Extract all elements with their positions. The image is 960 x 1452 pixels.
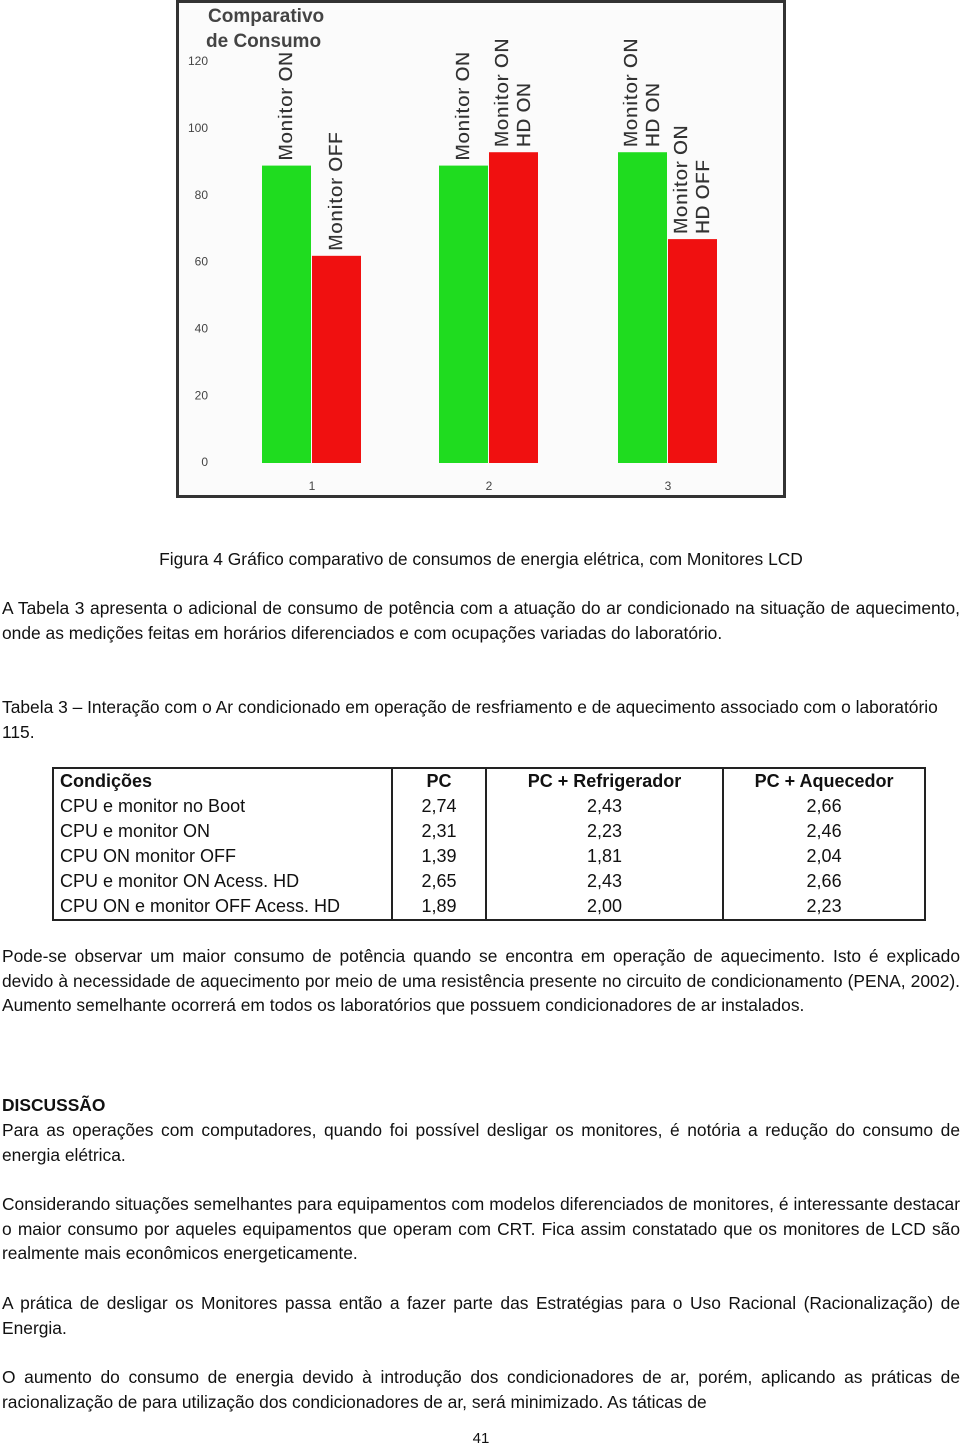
bar — [618, 152, 667, 463]
table-caption: Tabela 3 – Interação com o Ar condiciona… — [2, 697, 938, 742]
table-row: CPU e monitor ON 2,31 2,23 2,46 — [51, 819, 926, 844]
y-tick-label: 60 — [195, 255, 209, 269]
table-cell: 2,04 — [722, 844, 926, 869]
bar — [489, 152, 538, 463]
table-cell: 2,66 — [722, 869, 926, 894]
table-row: CPU e monitor ON Acess. HD 2,65 2,43 2,66 — [51, 869, 926, 894]
bar-label: Monitor ON — [620, 38, 642, 147]
paragraph: O aumento do consumo de energia devido à… — [2, 1367, 960, 1412]
table-cell: 2,23 — [722, 894, 926, 921]
table-row: Condições PC PC + Refrigerador PC + Aqueced… — [51, 767, 926, 794]
bar-label: HD ON — [513, 83, 535, 147]
x-tick-label: 1 — [309, 479, 316, 493]
table-cell: 2,23 — [484, 819, 725, 844]
y-tick-label: 40 — [195, 322, 209, 336]
figure-caption: Figura 4 Gráfico comparativo de consumos… — [159, 549, 803, 569]
paragraph: Considerando situações semelhantes para … — [2, 1194, 960, 1264]
table-cell: PC + Aquecedor — [722, 767, 926, 794]
table-cell: 2,43 — [484, 869, 725, 894]
table-cell: CPU e monitor no Boot — [51, 794, 394, 819]
bar-label: Monitor ON — [670, 125, 692, 234]
y-tick-label: 0 — [201, 455, 208, 469]
table-row: CPU e monitor no Boot 2,74 2,43 2,66 — [51, 794, 926, 819]
bar-label: Monitor ON — [452, 52, 474, 161]
table-cell: CPU e monitor ON Acess. HD — [51, 869, 394, 894]
table-row: CPU ON monitor OFF 1,39 1,81 2,04 — [51, 844, 926, 869]
table-cell: PC + Refrigerador — [484, 767, 725, 794]
y-tick-label: 80 — [195, 188, 209, 202]
table-cell: PC — [391, 767, 487, 794]
bar-label: Monitor ON — [275, 52, 297, 161]
table-cell: CPU e monitor ON — [51, 819, 394, 844]
paragraph: A prática de desligar os Monitores passa… — [2, 1293, 960, 1338]
chart-title: de Consumo — [206, 31, 321, 52]
section-heading: DISCUSSÃO — [2, 1095, 106, 1115]
y-tick-label: 20 — [195, 388, 209, 402]
bar-label: Monitor ON — [491, 38, 513, 147]
y-tick-label: 120 — [188, 54, 208, 68]
paragraph: Para as operações com computadores, quan… — [2, 1120, 960, 1165]
table-cell: 1,89 — [391, 894, 487, 921]
table-cell: 2,00 — [484, 894, 725, 921]
y-tick-label: 100 — [188, 121, 208, 135]
bar-label: Monitor OFF — [325, 132, 347, 251]
table-row: CPU ON e monitor OFF Acess. HD 1,89 2,00 2,… — [51, 894, 926, 921]
chart: Comparativo de Consumo 0 20 40 60 80 100 120 1 M… — [176, 0, 786, 498]
table-cell: 2,31 — [391, 819, 487, 844]
table-cell: 2,66 — [722, 794, 926, 819]
bar-label: HD ON — [642, 83, 664, 147]
table-cell: CPU ON monitor OFF — [51, 844, 394, 869]
bar-label: HD OFF — [692, 160, 714, 234]
bar — [312, 255, 361, 463]
table-cell: 2,74 — [391, 794, 487, 819]
bar — [439, 165, 488, 463]
bar — [262, 165, 311, 463]
table-cell: 2,46 — [722, 819, 926, 844]
table-cell: 1,39 — [391, 844, 487, 869]
table-cell: 2,43 — [484, 794, 725, 819]
x-tick-label: 3 — [665, 479, 672, 493]
table-cell: CPU ON e monitor OFF Acess. HD — [51, 894, 394, 921]
x-tick-label: 2 — [486, 479, 493, 493]
page-number: 41 — [472, 1430, 490, 1447]
bar — [668, 239, 717, 463]
table-cell: Condições — [51, 767, 394, 794]
chart-title: Comparativo — [208, 6, 324, 27]
data-table: Condições PC PC + Refrigerador PC + Aqueced… — [51, 767, 926, 921]
table-cell: 2,65 — [391, 869, 487, 894]
paragraph: A Tabela 3 apresenta o adicional de cons… — [2, 598, 960, 643]
paragraph: Pode-se observar um maior consumo de pot… — [2, 946, 960, 1016]
table-cell: 1,81 — [484, 844, 725, 869]
